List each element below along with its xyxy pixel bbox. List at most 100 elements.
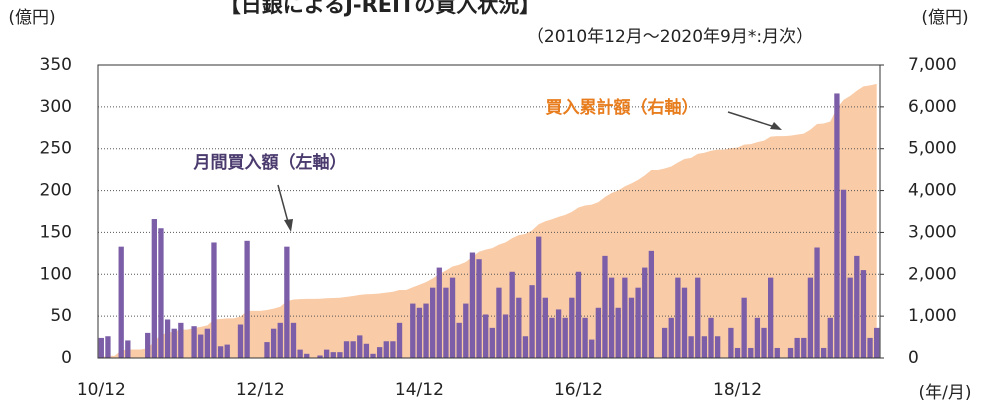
bar [761, 327, 767, 358]
bar [244, 240, 250, 358]
bar [456, 322, 462, 358]
bar [158, 228, 164, 358]
y2-tick-label: 3,000 [908, 222, 957, 242]
bar [595, 307, 601, 358]
bar [549, 317, 555, 358]
bar [801, 337, 807, 358]
bar [509, 271, 515, 358]
y2-tick-label: 5,000 [908, 139, 957, 159]
bar [728, 327, 734, 358]
bar [264, 342, 270, 358]
bar [277, 322, 283, 358]
bar [794, 337, 800, 358]
bar [469, 252, 476, 358]
arrow [277, 184, 289, 223]
bar [330, 352, 336, 358]
y2-tick-label: 7,000 [908, 55, 957, 75]
bar [410, 303, 416, 358]
bar [224, 344, 230, 358]
bar [840, 189, 847, 358]
bar [522, 336, 529, 358]
bar [681, 287, 688, 358]
bar [874, 327, 880, 358]
bar [377, 347, 383, 358]
y2-tick-label: 1,000 [908, 306, 957, 326]
bar [701, 336, 708, 358]
bar [774, 347, 780, 358]
bar [827, 317, 833, 358]
bar [370, 353, 376, 358]
bar [118, 246, 124, 358]
bar [171, 328, 177, 358]
bar [602, 255, 608, 358]
bar [502, 314, 509, 358]
bar [496, 287, 502, 358]
bar [270, 328, 277, 358]
bar [383, 341, 389, 358]
plot-frame [97, 64, 881, 359]
bar [178, 322, 184, 358]
y2-axis-label: (億円) [921, 8, 968, 28]
bar [430, 287, 436, 358]
bar [449, 277, 456, 358]
y-tick-label: 200 [40, 181, 72, 201]
bar [582, 317, 588, 358]
bar [562, 317, 568, 358]
y-tick-label: 300 [40, 97, 72, 117]
bar [787, 347, 794, 358]
bar-layer [98, 93, 880, 358]
bar [688, 336, 694, 358]
y-tick-label: 250 [40, 139, 72, 159]
bar [443, 287, 449, 358]
bar [416, 307, 423, 358]
bar [483, 314, 489, 358]
bar [476, 259, 482, 358]
bar [615, 307, 621, 358]
bar [536, 236, 542, 358]
bar [317, 355, 323, 358]
bar [635, 287, 641, 358]
bar [608, 277, 615, 358]
bar [151, 219, 157, 358]
bar [529, 285, 535, 358]
bar [648, 250, 655, 358]
y2-tick-label: 6,000 [908, 97, 957, 117]
bar [708, 317, 714, 358]
bar [748, 347, 754, 358]
bar [489, 327, 495, 358]
bar [867, 337, 873, 358]
bar [807, 277, 814, 358]
bar [768, 277, 774, 358]
bar [628, 297, 635, 358]
arrow-head [770, 122, 782, 130]
bar [741, 297, 747, 358]
bar [125, 340, 131, 358]
y-tick-label: 50 [50, 306, 72, 326]
bar [164, 319, 171, 358]
bar [821, 347, 827, 358]
y-tick-label: 100 [40, 264, 72, 284]
bar [814, 247, 820, 358]
y2-tick-label: 2,000 [908, 264, 957, 284]
arrow-head [284, 219, 293, 232]
bar [695, 277, 701, 358]
bar [436, 267, 442, 358]
bar [363, 343, 370, 358]
bar [734, 347, 741, 358]
bar [834, 93, 840, 358]
bar [668, 317, 674, 358]
y2-tick-label: 0 [908, 348, 919, 368]
bar [198, 334, 204, 358]
bar [191, 326, 197, 358]
bar [555, 309, 562, 358]
bar [642, 267, 648, 358]
bar [542, 297, 548, 358]
arrow [727, 111, 779, 129]
bar [217, 346, 224, 358]
bar [145, 332, 151, 358]
grid-layer [98, 106, 880, 317]
bar [754, 317, 761, 358]
bar [211, 242, 217, 358]
x-tick-label: 10/12 [77, 380, 126, 400]
